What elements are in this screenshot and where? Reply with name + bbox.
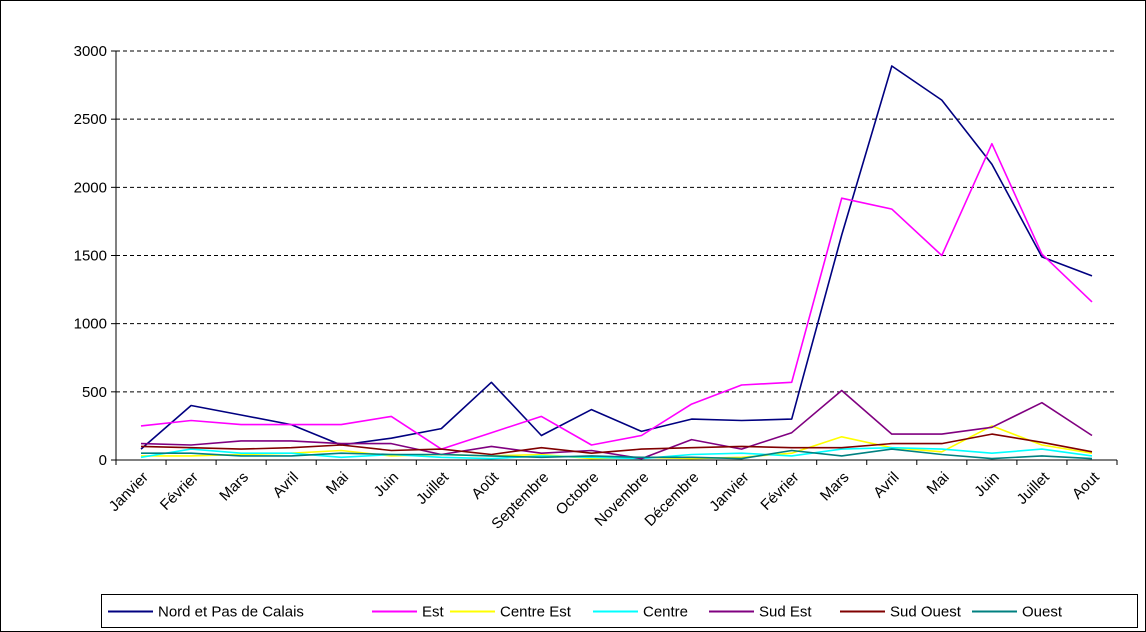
- y-tick-label: 0: [99, 452, 107, 469]
- legend-label: Sud Est: [759, 604, 812, 621]
- legend-label: Sud Ouest: [890, 604, 962, 621]
- legend-label: Nord et Pas de Calais: [158, 604, 304, 621]
- series-line: [140, 433, 1093, 456]
- series-lines: [140, 65, 1093, 460]
- y-tick-label: 2000: [74, 179, 107, 196]
- axes: [111, 50, 1118, 465]
- series-line: [140, 142, 1093, 450]
- y-tick-label: 2500: [74, 111, 107, 128]
- y-tick-label: 1000: [74, 316, 107, 333]
- legend-label: Centre: [643, 604, 688, 621]
- series-line: [141, 448, 1093, 460]
- series-line: [140, 446, 1093, 460]
- legend: Nord et Pas de Calais Est Centre Est Centre…: [101, 594, 1138, 628]
- legend-label: Ouest: [1022, 604, 1063, 621]
- y-tick-label: 1500: [74, 248, 107, 265]
- y-tick-label: 3000: [74, 43, 107, 60]
- y-tick-label: 500: [82, 384, 107, 401]
- series-line: [140, 65, 1093, 450]
- legend-label: Centre Est: [500, 604, 572, 621]
- series-line: [140, 389, 1093, 460]
- legend-label: Est: [422, 604, 445, 621]
- gridlines: [116, 50, 1117, 393]
